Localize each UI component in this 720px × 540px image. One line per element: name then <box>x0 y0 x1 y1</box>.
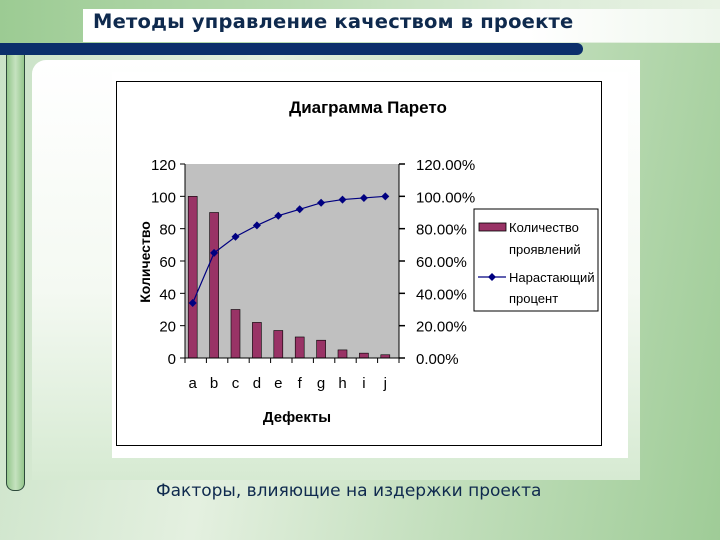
bar-f <box>294 336 305 359</box>
x-axis-label: Дефекты <box>263 409 331 426</box>
diamond-marker-icon <box>359 193 368 202</box>
x-tick-label: e <box>274 375 282 392</box>
left-decorative-stripe <box>6 55 25 491</box>
diamond-marker-icon <box>188 299 197 308</box>
y2-tick-label: 100.00% <box>416 189 475 206</box>
y-tick-label: 80 <box>159 222 176 239</box>
diamond-marker-icon <box>338 195 347 204</box>
slide-title: Методы управление качеством в проекте <box>93 10 574 33</box>
x-tick-label: g <box>317 375 325 392</box>
bar-c <box>230 309 241 359</box>
y-tick-label: 0 <box>168 351 176 368</box>
y2-tick-label: 0.00% <box>416 351 459 368</box>
x-tick-label: b <box>210 375 218 392</box>
legend-diamond-marker-icon <box>488 273 496 281</box>
bar-g <box>316 339 326 359</box>
slide-caption: Факторы, влияющие на издержки проекта <box>156 481 542 501</box>
y2-tick-label: 120.00% <box>416 157 475 174</box>
x-tick-label: j <box>383 375 387 392</box>
bar-b <box>209 212 219 359</box>
legend-item-1-line1: Количество <box>509 220 579 235</box>
y-tick-label: 20 <box>159 319 176 336</box>
y-tick-label: 120 <box>151 157 176 174</box>
legend-bar-swatch-icon <box>478 222 507 232</box>
x-tick-label: d <box>253 375 261 392</box>
diamond-marker-icon <box>231 232 240 241</box>
x-tick-label: i <box>362 375 365 392</box>
bar-a <box>187 196 198 359</box>
y2-tick-label: 40.00% <box>416 286 467 303</box>
y2-tick-label: 20.00% <box>416 319 467 336</box>
legend-item-2-line1: Нарастающий <box>509 270 595 285</box>
title-box <box>83 9 720 42</box>
diamond-marker-icon <box>295 205 304 214</box>
x-tick-label: c <box>232 375 240 392</box>
bar-e <box>273 330 284 359</box>
bar-h <box>337 349 348 359</box>
legend-item-1-line2: проявлений <box>509 242 581 257</box>
bar-series <box>187 196 391 359</box>
bar-i <box>359 352 369 359</box>
legend-item-2-line2: процент <box>509 291 558 306</box>
x-tick-label: a <box>189 375 198 392</box>
diamond-marker-icon <box>381 192 390 201</box>
accent-bar <box>0 43 583 55</box>
y-tick-label: 40 <box>159 286 176 303</box>
legend: Количество проявлений Нарастающий процен… <box>473 208 599 312</box>
diamond-marker-icon <box>317 198 326 207</box>
right-y-axis: 0.00% 20.00% 40.00% 60.00% 80.00% 100.00% 120.… <box>398 157 475 368</box>
diamond-marker-icon <box>252 221 261 230</box>
x-tick-label: h <box>338 375 346 392</box>
y-tick-label: 60 <box>159 254 176 271</box>
diamond-marker-icon <box>274 211 283 220</box>
left-y-axis: 0 20 40 60 80 100 120 <box>151 157 186 368</box>
y2-tick-label: 60.00% <box>416 254 467 271</box>
y-tick-label: 100 <box>151 189 176 206</box>
chart-title: Диаграмма Парето <box>289 98 447 117</box>
y2-tick-label: 80.00% <box>416 222 467 239</box>
bar-d <box>252 322 262 359</box>
x-tick-label: f <box>298 375 303 392</box>
cumulative-line-series <box>188 192 390 308</box>
y-axis-label: Количество <box>137 221 153 303</box>
diamond-marker-icon <box>210 248 219 257</box>
